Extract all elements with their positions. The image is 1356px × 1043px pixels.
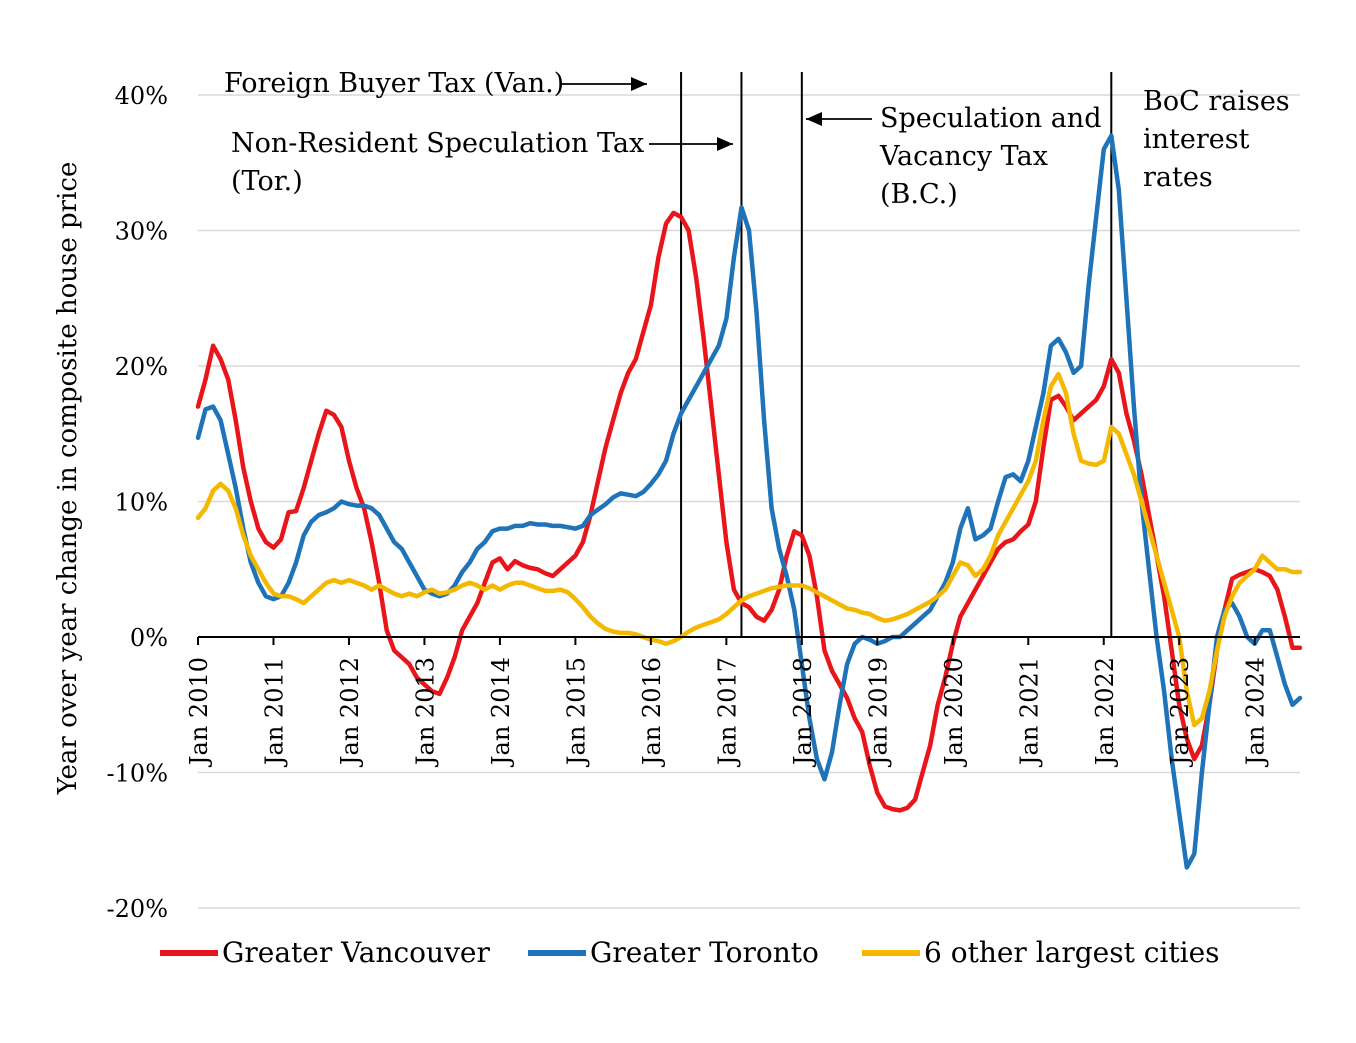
x-tick-label: Jan 2018 — [789, 657, 817, 768]
x-tick-label: Jan 2011 — [260, 657, 288, 768]
y-tick-label: -20% — [107, 895, 168, 923]
x-tick-label: Jan 2020 — [940, 657, 968, 768]
series-line — [195, 371, 1303, 728]
annotation-boc-rates: BoC raises — [1143, 86, 1290, 117]
x-tick-label: Jan 2016 — [638, 657, 666, 768]
y-tick-label: 10% — [115, 489, 168, 517]
annotation-boc-rates: interest — [1143, 124, 1250, 155]
series-lines — [195, 133, 1303, 870]
annotation-foreign-buyer-tax: Foreign Buyer Tax (Van.) — [224, 68, 564, 99]
x-tick-label: Jan 2022 — [1091, 657, 1119, 768]
x-tick-label: Jan 2023 — [1166, 657, 1194, 768]
y-tick-label: 0% — [130, 624, 168, 652]
event-lines — [680, 72, 1113, 637]
annotation-speculation-vacancy-tax: Speculation and — [880, 103, 1101, 134]
annotation-boc-rates: rates — [1143, 162, 1213, 193]
x-axis: Jan 2010 Jan 2011 Jan 2012 Jan 2013 Jan 2014… — [185, 636, 1300, 768]
annotation-speculation-vacancy-tax: Vacancy Tax — [879, 141, 1048, 172]
y-tick-label: -10% — [107, 760, 168, 788]
annotations: Foreign Buyer Tax (Van.) Non-Resident Spe… — [224, 68, 1290, 210]
x-tick-label: Jan 2010 — [185, 657, 213, 768]
annotation-non-resident-tax: (Tor.) — [231, 166, 303, 197]
arrow-non-resident-head — [717, 137, 733, 151]
y-axis: -20% -10% 0% 10% 20% 30% 40% — [107, 82, 168, 923]
arrow-foreign-buyer-head — [631, 77, 647, 91]
series-line — [195, 210, 1303, 813]
y-tick-label: 20% — [115, 353, 168, 381]
x-tick-label: Jan 2014 — [487, 657, 515, 768]
legend-label: Greater Vancouver — [222, 936, 490, 969]
annotation-non-resident-tax: Non-Resident Speculation Tax — [231, 128, 644, 159]
x-tick-label: Jan 2019 — [864, 657, 892, 768]
x-tick-label: Jan 2024 — [1242, 657, 1270, 768]
x-tick-label: Jan 2013 — [411, 657, 439, 768]
x-tick-label: Jan 2012 — [336, 657, 364, 768]
y-axis-label: Year over year change in composite house… — [53, 162, 83, 796]
y-tick-label: 30% — [115, 218, 168, 246]
annotation-speculation-vacancy-tax: (B.C.) — [880, 179, 958, 210]
y-tick-label: 40% — [115, 82, 168, 110]
legend: Greater Vancouver Greater Toronto 6 other … — [160, 936, 1220, 969]
legend-label: 6 other largest cities — [924, 936, 1220, 969]
x-tick-label: Jan 2015 — [562, 657, 590, 768]
legend-label: Greater Toronto — [590, 936, 819, 969]
x-tick-label: Jan 2017 — [713, 657, 741, 768]
arrow-speculation-vacancy-head — [806, 112, 822, 126]
x-tick-label: Jan 2021 — [1015, 657, 1043, 768]
series-line — [195, 133, 1303, 870]
